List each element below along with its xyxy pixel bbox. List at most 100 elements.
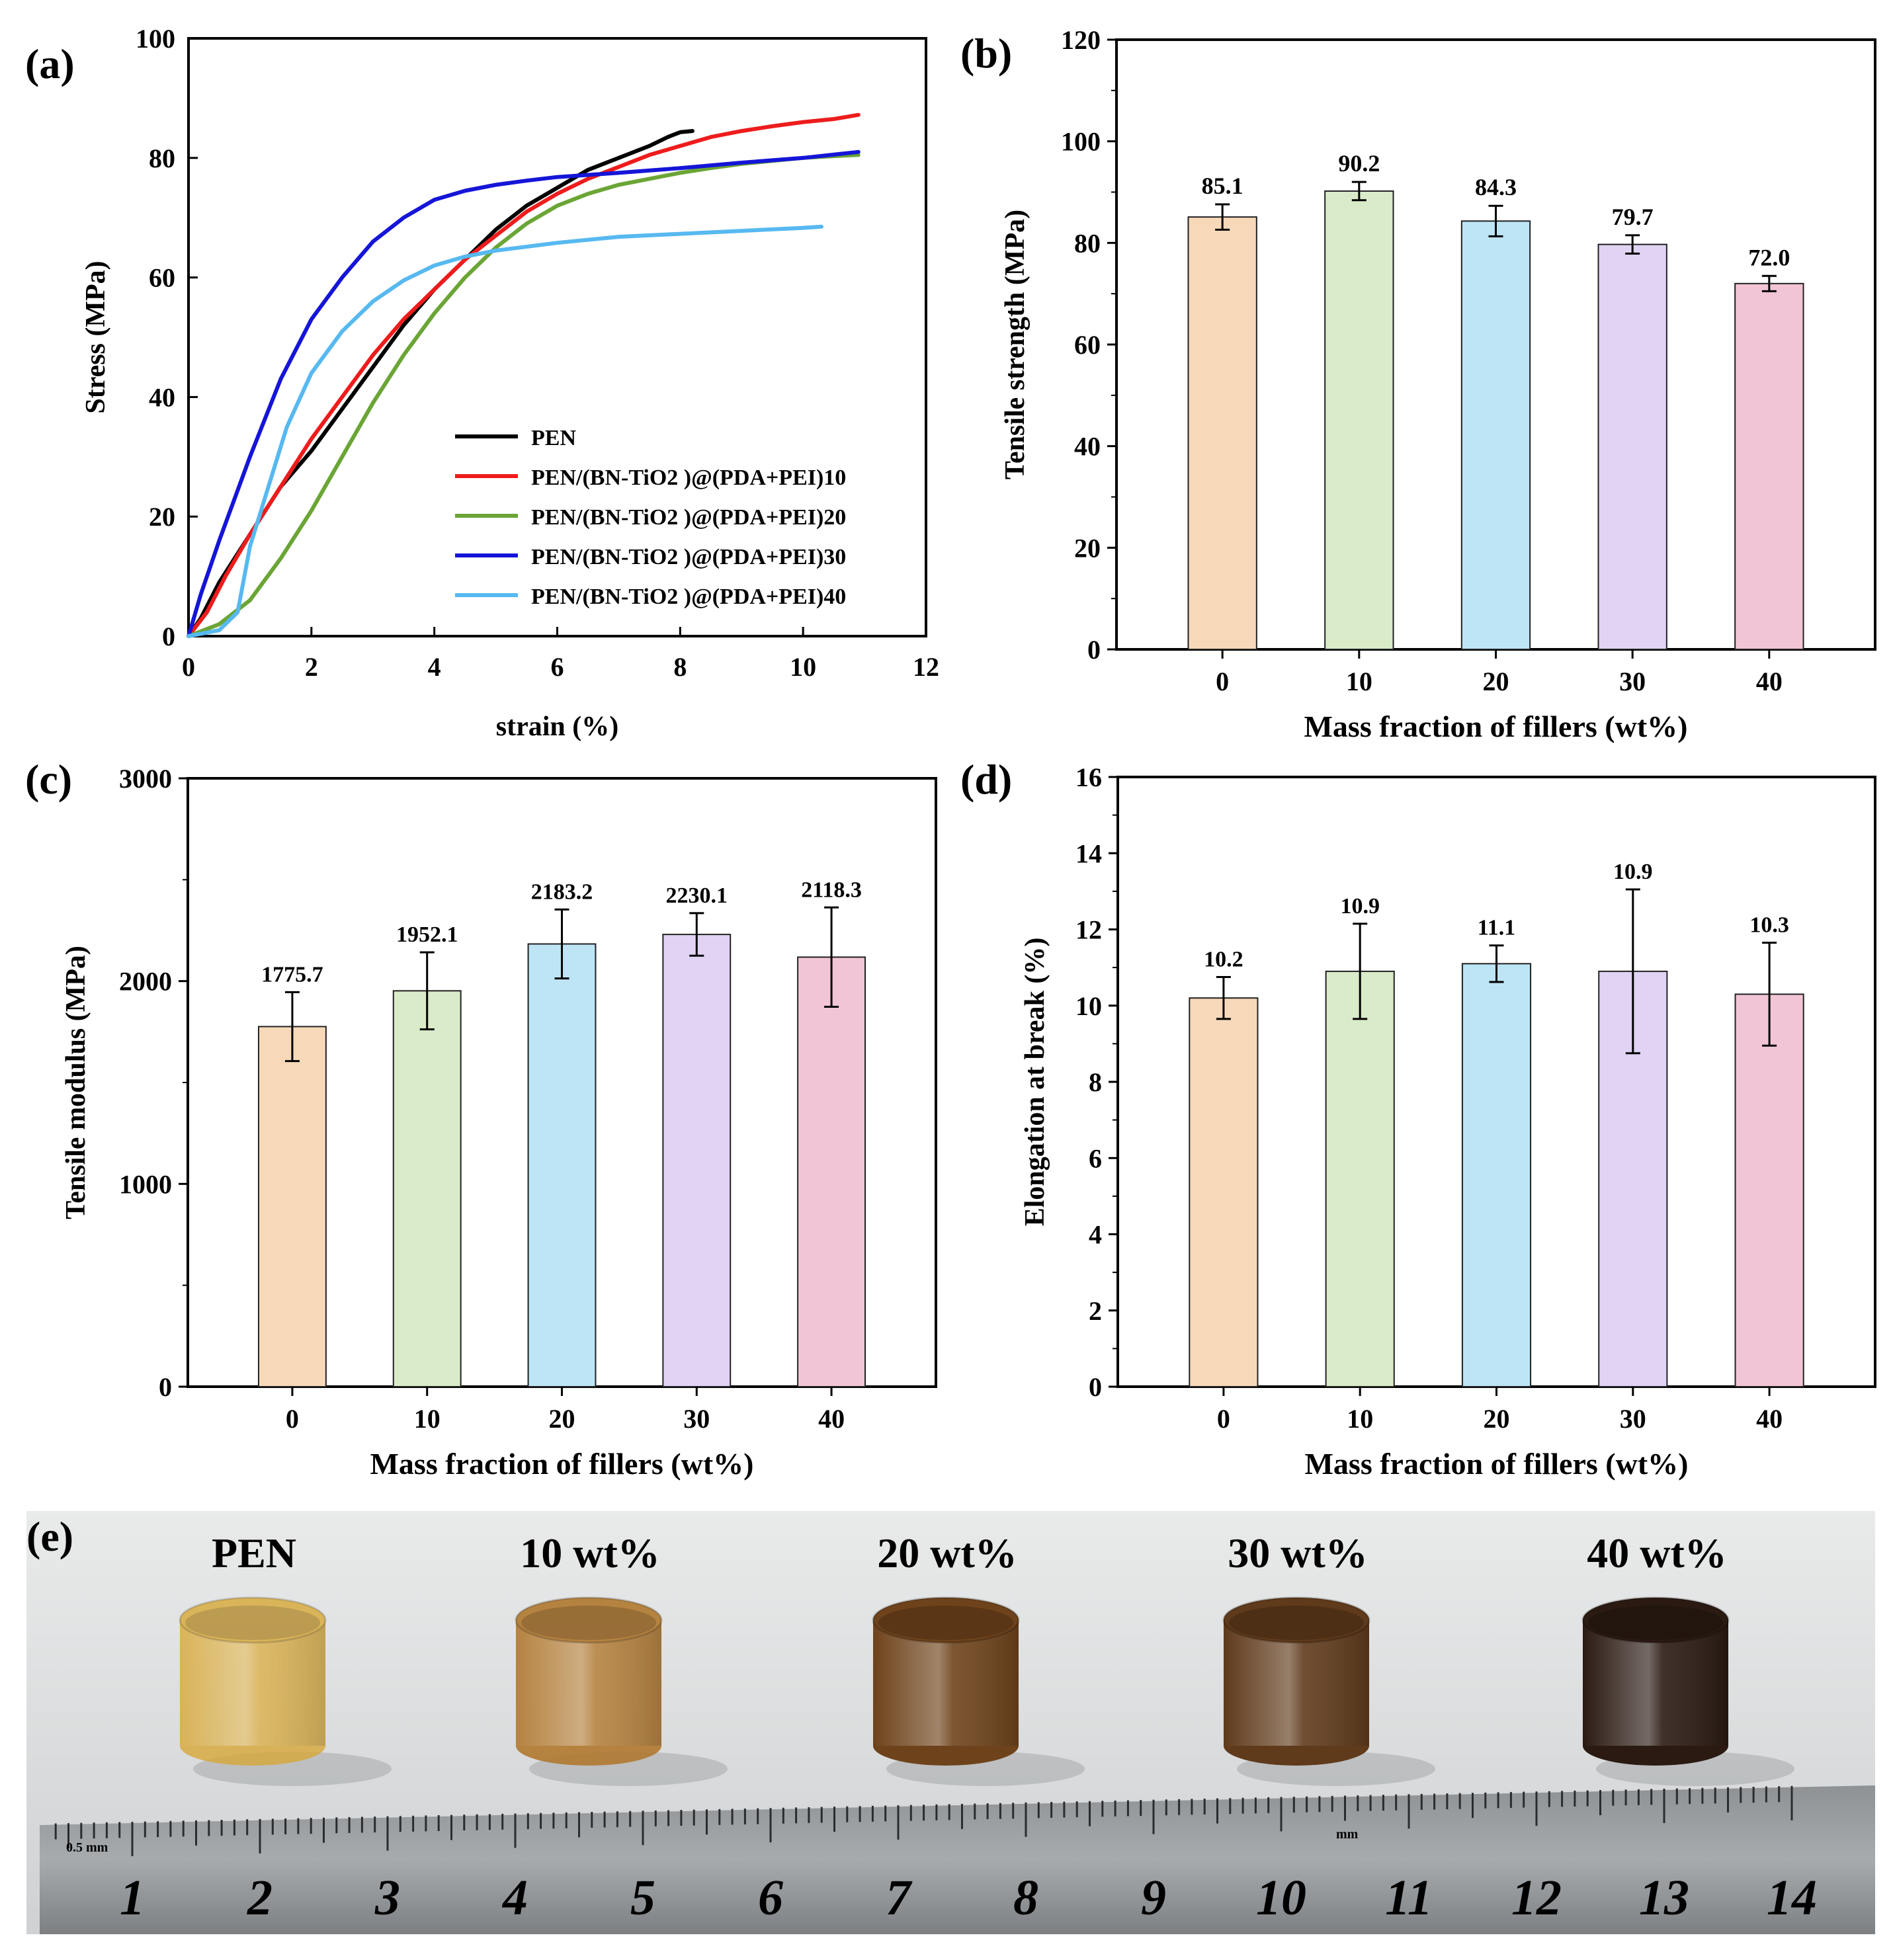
x-tick-label: 8 [673, 652, 687, 682]
y-tick-label: 4 [1089, 1220, 1102, 1250]
y-tick-label: 40 [149, 382, 175, 412]
x-axis-label: Mass fraction of fillers (wt%) [1304, 710, 1688, 743]
x-tick-label: 0 [1217, 1404, 1230, 1434]
bar [1461, 963, 1532, 1388]
legend-entry: PEN/(BN-TiO2 )@(PDA+PEI)10 [531, 466, 846, 490]
ruler-number: 6 [758, 1870, 783, 1926]
ruler-body [40, 1785, 1875, 1934]
bar [1734, 993, 1804, 1387]
y-tick-label: 3000 [119, 764, 172, 794]
x-tick-label: 0 [182, 652, 195, 682]
x-tick-label: 10 [1347, 1404, 1373, 1434]
ruler-unit-left: 0.5 mm [66, 1840, 108, 1855]
y-tick-label: 0 [159, 1372, 172, 1402]
ruler-number: 5 [630, 1870, 655, 1926]
x-tick-label: 20 [1484, 1404, 1510, 1434]
x-tick-label: 30 [683, 1404, 710, 1434]
data-label: 10.9 [1340, 894, 1380, 919]
y-tick-label: 1000 [119, 1169, 172, 1199]
x-axis-label: Mass fraction of fillers (wt%) [1305, 1447, 1689, 1481]
film-opening [1588, 1606, 1723, 1640]
bar [1324, 190, 1394, 651]
y-tick-label: 60 [149, 263, 175, 293]
ruler-number: 13 [1639, 1870, 1689, 1926]
legend-entry: PEN/(BN-TiO2 )@(PDA+PEI)30 [531, 545, 846, 569]
ruler-number: 14 [1767, 1870, 1817, 1926]
y-tick-label: 60 [1074, 330, 1101, 360]
data-label: 2118.3 [801, 878, 862, 902]
ruler-number: 11 [1385, 1870, 1433, 1926]
film-top-rim [179, 1596, 327, 1644]
y-tick-label: 14 [1075, 838, 1102, 868]
x-axis-label: Mass fraction of fillers (wt%) [370, 1447, 754, 1481]
ruler-number: 1 [120, 1870, 145, 1926]
panel-label-e: (e) [26, 1513, 73, 1560]
bar [1189, 997, 1259, 1387]
panel-b-tensile-strength: 0 20 40 60 80 100 120 85.1 0 90.2 10 84.3 20 79.7 30 72… [960, 25, 1876, 743]
sample-label: 10 wt% [520, 1530, 660, 1576]
panel-a-stress-strain: 0 2 4 6 8 10 12 0 20 40 60 80 100 strain (%) Stress (M… [25, 24, 939, 742]
ruler-number: 12 [1511, 1870, 1562, 1926]
bar [662, 934, 732, 1387]
data-label: 10.3 [1749, 913, 1789, 938]
data-label: 10.9 [1613, 860, 1653, 884]
y-axis-label: Elongation at break (%) [1020, 938, 1050, 1227]
series-line [187, 224, 823, 638]
x-tick-label: 2 [305, 652, 318, 682]
ruler-unit-right: mm [1336, 1827, 1359, 1842]
x-tick-label: 4 [428, 652, 441, 682]
sample-film [515, 1596, 663, 1766]
sample-label: 30 wt% [1228, 1530, 1368, 1576]
bar [1597, 243, 1667, 651]
data-label: 2183.2 [531, 879, 593, 904]
panel-d-elongation: 0 2 4 6 8 10 12 14 16 10.2 0 10.9 10 11.1 20 10.9 30 10.3… [960, 756, 1876, 1481]
data-label: 1952.1 [396, 922, 458, 947]
data-label: 84.3 [1475, 174, 1517, 200]
y-axis-label: Tensile strength (MPa) [1000, 210, 1031, 479]
bar [1734, 282, 1804, 650]
series-line [187, 112, 861, 638]
bar [257, 1026, 327, 1387]
bar [1187, 216, 1257, 651]
data-label: 90.2 [1338, 150, 1380, 177]
y-tick-label: 120 [1061, 25, 1101, 55]
sample-label: PEN [212, 1530, 296, 1576]
sample-film [179, 1596, 327, 1766]
x-tick-label: 40 [1756, 667, 1783, 696]
y-tick-label: 12 [1075, 915, 1102, 945]
data-label: 10.2 [1204, 948, 1243, 972]
ruler-number: 8 [1013, 1870, 1038, 1926]
data-label: 72.0 [1748, 244, 1790, 270]
y-tick-label: 80 [149, 143, 175, 173]
bar [1460, 220, 1531, 651]
sample-film [872, 1596, 1020, 1766]
ruler-number: 10 [1256, 1870, 1306, 1926]
y-tick-label: 0 [1087, 635, 1101, 665]
y-tick-label: 10 [1075, 991, 1102, 1021]
legend-entry: PEN/(BN-TiO2 )@(PDA+PEI)40 [531, 585, 846, 609]
x-tick-label: 12 [913, 652, 939, 682]
panel-label-c: (c) [25, 756, 72, 803]
bar [1325, 970, 1395, 1387]
film-opening [878, 1606, 1013, 1640]
data-label: 85.1 [1202, 173, 1243, 199]
series-line [187, 149, 861, 638]
y-tick-label: 100 [1061, 127, 1101, 157]
bar [392, 990, 462, 1387]
x-tick-label: 0 [1216, 667, 1229, 696]
film-top-rim [515, 1596, 663, 1644]
x-tick-label: 0 [286, 1404, 299, 1434]
ruler-number: 3 [374, 1870, 400, 1926]
y-tick-label: 8 [1089, 1067, 1102, 1097]
x-tick-label: 20 [1483, 667, 1509, 696]
x-tick-label: 30 [1620, 1404, 1646, 1434]
data-label: 11.1 [1478, 916, 1516, 940]
y-tick-label: 0 [1089, 1372, 1102, 1402]
x-tick-label: 6 [551, 652, 564, 682]
x-tick-label: 20 [549, 1404, 575, 1434]
y-tick-label: 0 [162, 622, 175, 651]
film-top-rim [1581, 1596, 1730, 1644]
bar [527, 943, 597, 1387]
